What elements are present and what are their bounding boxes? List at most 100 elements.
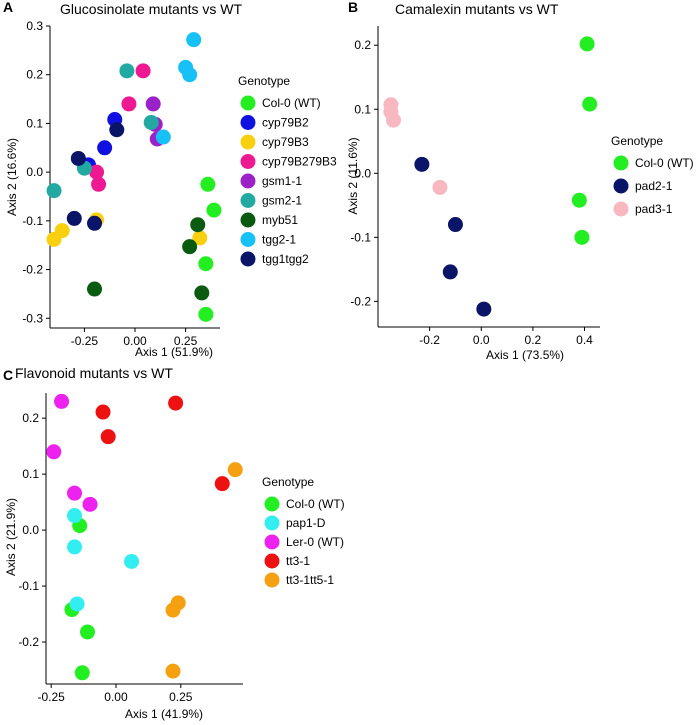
point-pap1-d	[69, 596, 85, 612]
x-tick-label: 0.0	[473, 333, 490, 347]
y-tick-label: -0.1	[350, 230, 371, 244]
point-col-0-wt	[79, 624, 95, 640]
point-cyp79b2	[97, 140, 113, 156]
legend-swatch-tt3-1tt5-1	[264, 572, 280, 588]
chart-title: Glucosinolate mutants vs WT	[60, 1, 243, 17]
point-tt3-1tt5-1	[165, 602, 181, 618]
legend-label-myb51: myb51	[262, 213, 298, 227]
legend: Genotype Col-0 (WT) pad2-1 pad3-1	[611, 134, 694, 217]
point-tgg1tgg2	[87, 215, 103, 231]
point-gsm2-1	[143, 114, 159, 130]
y-tick-label: -0.2	[350, 294, 371, 308]
y-axis-label: Axis 2 (16.6%)	[5, 138, 19, 216]
legend-label-cyp79b279b3: cyp79B279B3	[262, 155, 337, 169]
x-tick-label: 0.00	[123, 334, 147, 348]
point-cyp79b279b3	[89, 164, 105, 180]
legend: Genotype Col-0 (WT) cyp79B2 cyp79B3 cyp79B27…	[238, 74, 337, 267]
legend-swatch-cyp79b3	[240, 134, 256, 150]
y-tick-label: 0.2	[22, 411, 39, 425]
point-col-0-wt	[582, 96, 598, 112]
legend-label-pad2-1: pad2-1	[635, 179, 673, 193]
point-pad3-1	[385, 112, 401, 128]
y-tick-label: 0.2	[354, 38, 371, 52]
point-ler-0-wt	[46, 444, 62, 460]
point-tt3-1tt5-1	[165, 663, 181, 679]
legend-title: Genotype	[262, 475, 314, 489]
legend-label-col-0-wt: Col-0 (WT)	[635, 156, 694, 170]
point-tt3-1	[100, 429, 116, 445]
panel-letter: A	[3, 0, 13, 15]
legend-label-tgg1tgg2: tgg1tgg2	[262, 252, 309, 266]
legend-swatch-cyp79b2	[240, 115, 256, 130]
point-tgg1tgg2	[66, 210, 82, 226]
legend-label-tt3-1tt5-1: tt3-1tt5-1	[286, 573, 334, 587]
point-pad2-1	[447, 217, 463, 233]
point-ler-0-wt	[67, 485, 83, 501]
x-axis-label: Axis 1 (51.9%)	[135, 345, 213, 359]
panel-letter: B	[348, 0, 358, 15]
legend-label-pad3-1: pad3-1	[635, 202, 673, 216]
legend-swatch-col-0-wt	[240, 95, 256, 111]
x-tick-label: 0.4	[576, 333, 593, 347]
legend-label-pap1-d: pap1-D	[286, 516, 326, 530]
y-tick-label: 0.2	[26, 68, 43, 82]
legend: Genotype Col-0 (WT) pap1-D Ler-0 (WT) tt3-1t…	[262, 475, 345, 588]
point-pad2-1	[476, 301, 492, 317]
y-tick-label: 0.1	[354, 102, 371, 116]
panel-letter: C	[3, 367, 13, 383]
point-tt3-1	[168, 395, 184, 411]
point-gsm2-1	[46, 183, 62, 199]
panel-b: B Camalexin mutants vs WT -0.2 -0.1 0.0 0.1 0.…	[346, 0, 694, 362]
legend-swatch-col-0-wt	[264, 496, 280, 512]
legend-label-ler-0-wt: Ler-0 (WT)	[286, 535, 344, 549]
point-tgg2-1	[155, 129, 171, 145]
chart-title: Camalexin mutants vs WT	[395, 1, 559, 17]
point-myb51	[190, 217, 206, 233]
y-tick-label: -0.1	[22, 214, 43, 228]
x-axis-label: Axis 1 (41.9%)	[125, 707, 203, 721]
y-tick-label: -0.1	[18, 579, 39, 593]
point-pap1-d	[67, 539, 83, 555]
chart-title: Flavonoid mutants vs WT	[15, 365, 173, 381]
legend-label-gsm1-1: gsm1-1	[262, 174, 302, 188]
legend-label-tgg2-1: tgg2-1	[262, 233, 296, 247]
point-pad2-1	[442, 264, 458, 280]
x-tick-label: 0.00	[104, 690, 128, 704]
point-pap1-d	[67, 508, 83, 524]
legend-swatch-cyp79b279b3	[240, 154, 256, 169]
legend-label-cyp79b3: cyp79B3	[262, 135, 309, 149]
point-col-0-wt	[206, 202, 222, 218]
legend-swatch-pad2-1	[613, 178, 629, 194]
x-tick-label: 0.25	[169, 690, 193, 704]
point-ler-0-wt	[54, 393, 70, 409]
x-tick-label: -0.2	[419, 333, 440, 347]
legend-swatch-tt3-1	[264, 553, 280, 569]
point-pad3-1	[432, 179, 448, 195]
y-tick-label: 0.0	[354, 166, 371, 180]
legend-swatch-tgg1tgg2	[240, 251, 256, 267]
point-col-0-wt	[571, 192, 587, 208]
x-tick-label: 0.25	[174, 334, 198, 348]
x-tick-label: -0.25	[38, 690, 66, 704]
point-col-0-wt	[574, 229, 590, 245]
legend-label-col-0-wt: Col-0 (WT)	[286, 497, 345, 511]
point-ler-0-wt	[82, 496, 98, 512]
legend-label-gsm2-1: gsm2-1	[262, 194, 302, 208]
point-cyp79b3	[192, 230, 208, 246]
y-tick-label: -0.2	[18, 635, 39, 649]
point-gsm2-1	[119, 63, 135, 79]
legend-swatch-ler-0-wt	[264, 534, 280, 550]
point-tt3-1tt5-1	[227, 462, 243, 478]
y-axis-label: Axis 2 (21.9%)	[4, 498, 18, 576]
point-tgg1tgg2	[109, 122, 125, 138]
point-col-0-wt	[74, 665, 90, 681]
legend-swatch-pad3-1	[613, 201, 629, 217]
point-tt3-1	[95, 404, 111, 420]
point-cyp79b279b3	[91, 176, 107, 192]
point-cyp79b279b3	[121, 96, 137, 112]
legend-label-cyp79b2: cyp79B2	[262, 116, 309, 130]
point-pap1-d	[124, 553, 140, 569]
point-cyp79b279b3	[135, 63, 151, 79]
y-tick-label: 0.0	[26, 165, 43, 179]
